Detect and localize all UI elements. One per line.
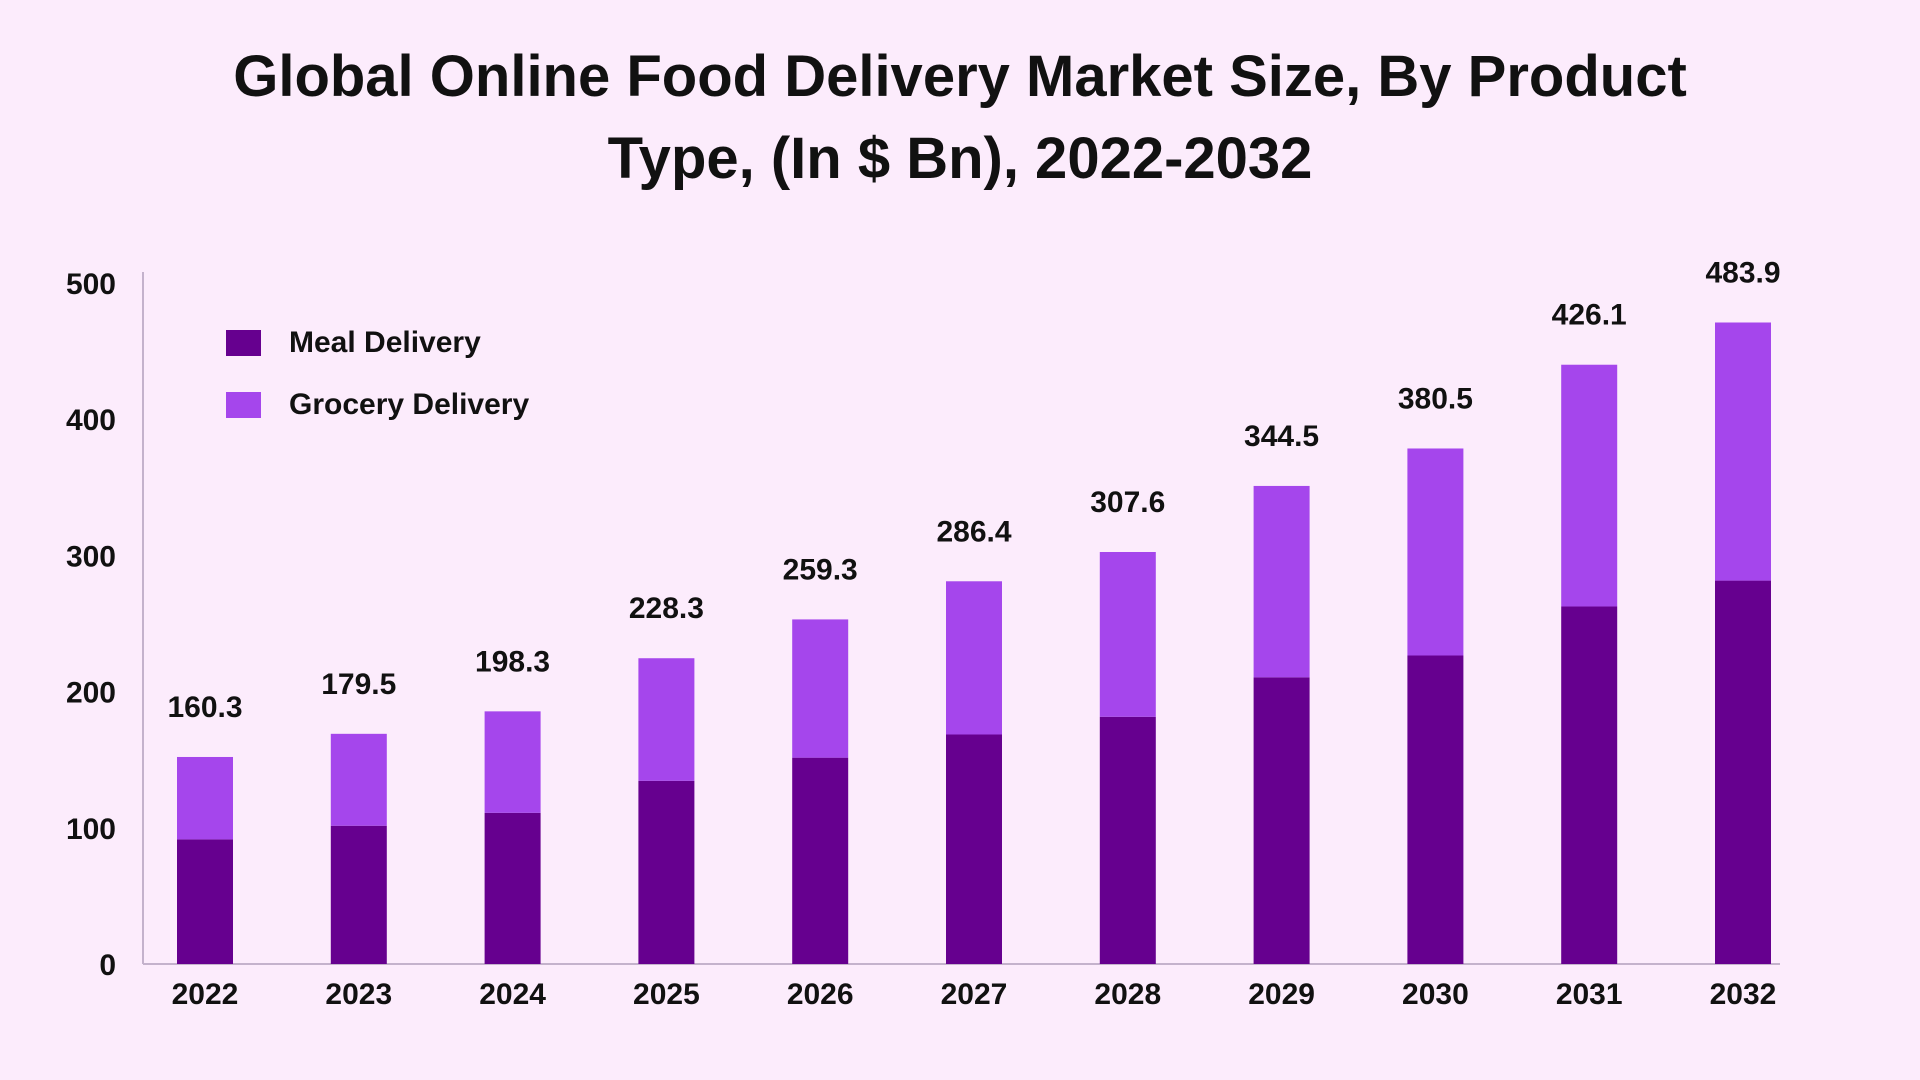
data-label-total: 228.3 (629, 592, 704, 625)
chart-title: Global Online Food Delivery Market Size,… (0, 36, 1920, 200)
bar-segment-grocery-delivery (177, 756, 233, 840)
y-tick-label: 300 (66, 540, 116, 573)
y-tick-label: 500 (66, 268, 116, 301)
data-label-total: 307.6 (1090, 486, 1165, 519)
chart-title-line-2: Type, (In $ Bn), 2022-2032 (607, 126, 1313, 191)
y-tick-label: 400 (66, 404, 116, 437)
bar-segment-meal-delivery (1407, 655, 1464, 964)
bar-segment-grocery-delivery (638, 658, 695, 781)
bar-segment-grocery-delivery (1407, 448, 1464, 656)
x-tick-label: 2030 (1402, 978, 1469, 1011)
bar-segment-meal-delivery (1561, 606, 1618, 964)
data-label-total: 179.5 (321, 668, 396, 701)
bar-segment-grocery-delivery (1099, 551, 1156, 717)
y-tick-label: 0 (99, 949, 116, 982)
x-tick-label: 2024 (479, 978, 546, 1011)
bar-segment-meal-delivery (1099, 716, 1156, 964)
data-label-total: 344.5 (1244, 420, 1319, 453)
x-tick-label: 2028 (1094, 978, 1161, 1011)
bar-segment-grocery-delivery (484, 711, 541, 813)
data-label-total: 286.4 (936, 515, 1011, 548)
bar-segment-meal-delivery (792, 757, 849, 964)
y-tick-label: 100 (66, 813, 116, 846)
data-label-total: 426.1 (1552, 299, 1627, 332)
data-label-total: 380.5 (1398, 382, 1473, 415)
x-tick-label: 2031 (1556, 978, 1623, 1011)
bar-segment-meal-delivery (177, 839, 233, 964)
x-tick-label: 2022 (172, 978, 239, 1011)
x-tick-label: 2023 (325, 978, 392, 1011)
bar-segment-meal-delivery (1253, 677, 1310, 964)
y-tick-label: 200 (66, 677, 116, 710)
bar-segment-grocery-delivery (1253, 485, 1310, 678)
bar-segment-meal-delivery (484, 812, 541, 964)
legend: Meal Delivery Grocery Delivery (226, 326, 529, 450)
legend-label-grocery-delivery: Grocery Delivery (289, 388, 530, 421)
legend-item-grocery-delivery: Grocery Delivery (226, 388, 529, 422)
data-label-total: 160.3 (167, 691, 242, 724)
bar-segment-grocery-delivery (792, 619, 849, 758)
x-tick-label: 2029 (1248, 978, 1315, 1011)
legend-swatch-meal-delivery (226, 330, 261, 356)
bar-segment-meal-delivery (1715, 580, 1771, 964)
bar-segment-grocery-delivery (946, 581, 1002, 735)
data-label-total: 483.9 (1705, 256, 1780, 289)
legend-label-meal-delivery: Meal Delivery (289, 326, 481, 359)
legend-swatch-grocery-delivery (226, 392, 261, 418)
bar-segment-grocery-delivery (330, 733, 387, 826)
bar-segment-meal-delivery (638, 780, 695, 964)
bar-segment-grocery-delivery (1561, 364, 1618, 607)
bar-segment-grocery-delivery (1715, 322, 1771, 581)
bar-segment-meal-delivery (330, 825, 387, 964)
data-label-total: 259.3 (783, 553, 858, 586)
bar-segment-meal-delivery (946, 734, 1002, 964)
x-tick-label: 2027 (941, 978, 1008, 1011)
data-label-total: 198.3 (475, 645, 550, 678)
x-tick-label: 2026 (787, 978, 854, 1011)
chart-title-line-1: Global Online Food Delivery Market Size,… (233, 44, 1687, 109)
x-tick-label: 2025 (633, 978, 700, 1011)
legend-item-meal-delivery: Meal Delivery (226, 326, 529, 360)
x-tick-label: 2032 (1710, 978, 1777, 1011)
